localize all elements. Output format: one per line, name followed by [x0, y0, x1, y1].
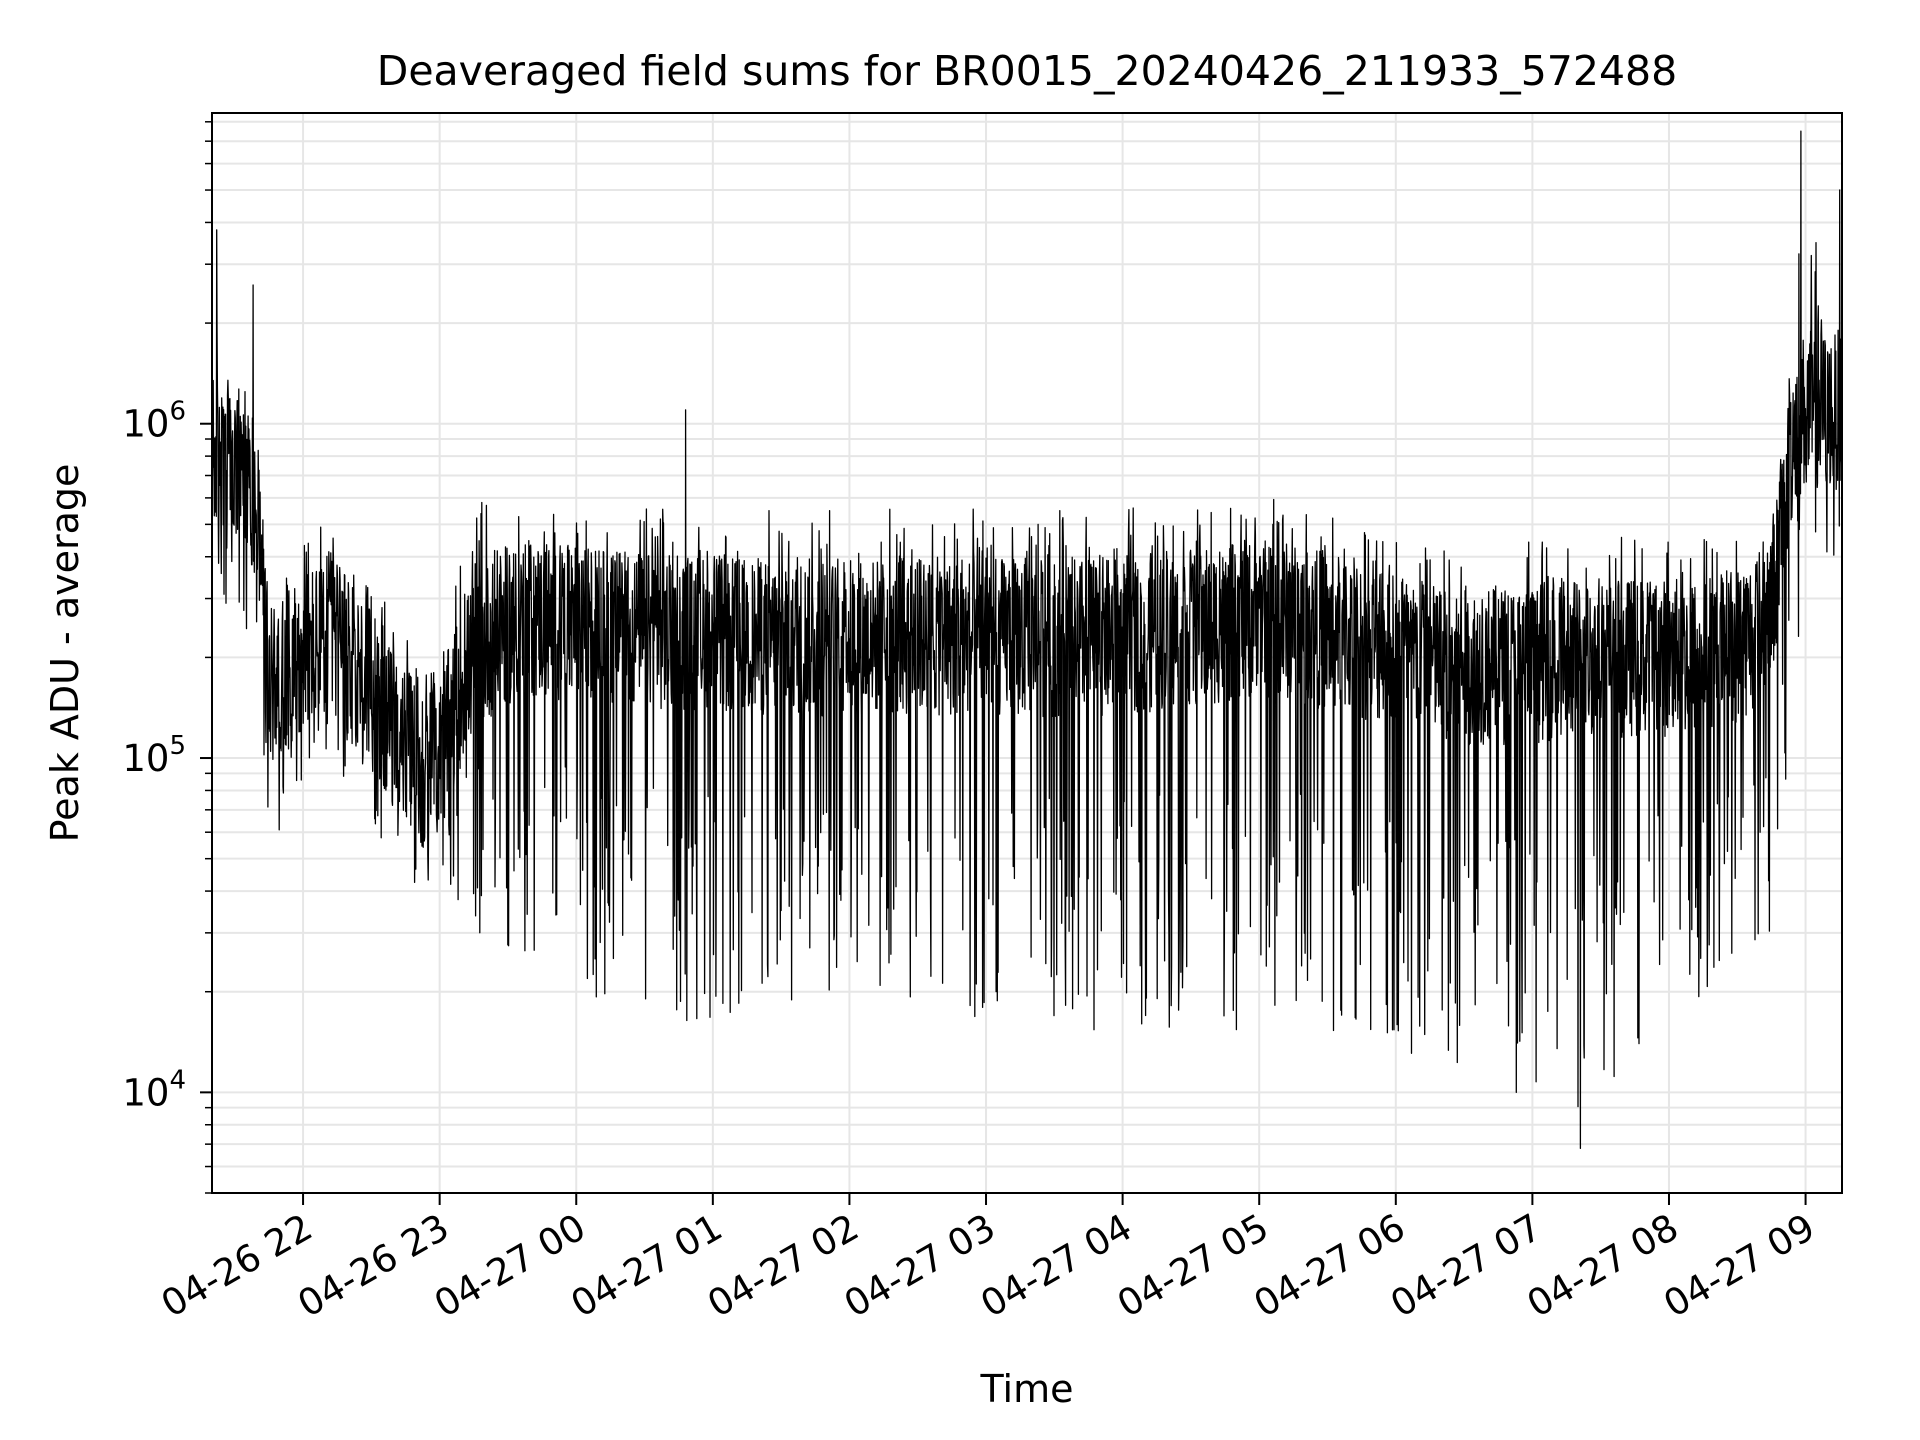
x-tick-label: 04-26 23	[291, 1206, 457, 1326]
y-tick-exponent: 6	[169, 397, 186, 427]
data-series-line	[212, 130, 1842, 1150]
x-tick-label: 04-27 06	[1247, 1206, 1413, 1326]
x-tick-label: 04-27 07	[1383, 1206, 1549, 1326]
series-layer	[212, 130, 1842, 1150]
y-axis-label: Peak ADU - average	[43, 464, 87, 843]
x-axis-label: Time	[980, 1367, 1074, 1411]
x-tick-label: 04-27 08	[1520, 1206, 1686, 1326]
x-tick-label: 04-26 22	[154, 1206, 320, 1326]
y-tick-label: 105	[122, 731, 186, 780]
chart-title: Deaveraged field sums for BR0015_2024042…	[377, 47, 1677, 95]
x-tick-label: 04-27 04	[974, 1206, 1140, 1326]
x-tick-label: 04-27 02	[700, 1206, 866, 1326]
x-tick-label: 04-27 09	[1657, 1206, 1823, 1326]
y-tick-label: 104	[122, 1065, 186, 1114]
x-tick-label: 04-27 05	[1110, 1206, 1276, 1326]
y-tick-exponent: 4	[169, 1065, 186, 1095]
y-tick-label: 106	[122, 397, 186, 446]
x-tick-label: 04-27 01	[564, 1206, 730, 1326]
x-tick-label: 04-27 00	[427, 1206, 593, 1326]
x-tick-label: 04-27 03	[837, 1206, 1003, 1326]
y-tick-exponent: 5	[169, 731, 186, 761]
plot-frame	[211, 112, 1843, 1194]
